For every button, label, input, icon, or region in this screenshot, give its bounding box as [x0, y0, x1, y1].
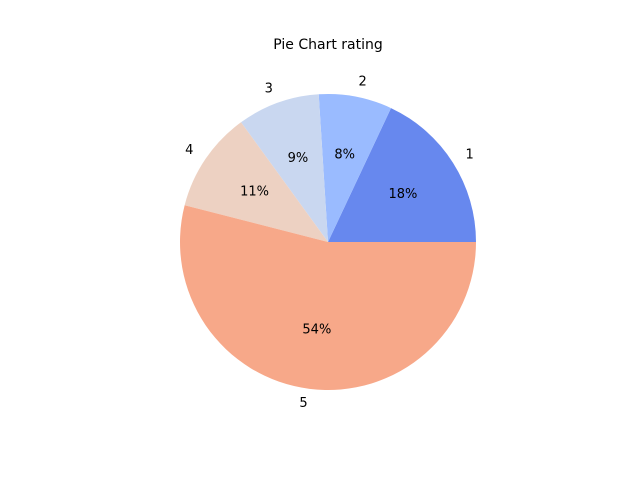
pie-slice-3	[241, 94, 328, 242]
percent-label-5: 54%	[302, 323, 331, 338]
category-label-4: 4	[185, 143, 193, 158]
pie-labels: 1 18% 2 8% 3 9% 4 11% 5 54%	[185, 75, 474, 411]
percent-label-4: 11%	[240, 185, 269, 200]
pie-slice-1	[328, 108, 477, 242]
category-label-3: 3	[265, 81, 273, 96]
percent-label-2: 8%	[334, 147, 355, 162]
chart-title: Pie Chart rating	[273, 37, 382, 53]
percent-label-3: 9%	[288, 151, 309, 166]
pie-slice-4	[184, 122, 328, 242]
pie-slice-5	[180, 205, 476, 390]
category-label-5: 5	[299, 396, 307, 411]
category-label-2: 2	[359, 75, 367, 90]
percent-label-1: 18%	[389, 187, 418, 202]
pie-slices	[180, 94, 477, 390]
pie-slice-2	[318, 94, 392, 242]
category-label-1: 1	[465, 147, 473, 162]
